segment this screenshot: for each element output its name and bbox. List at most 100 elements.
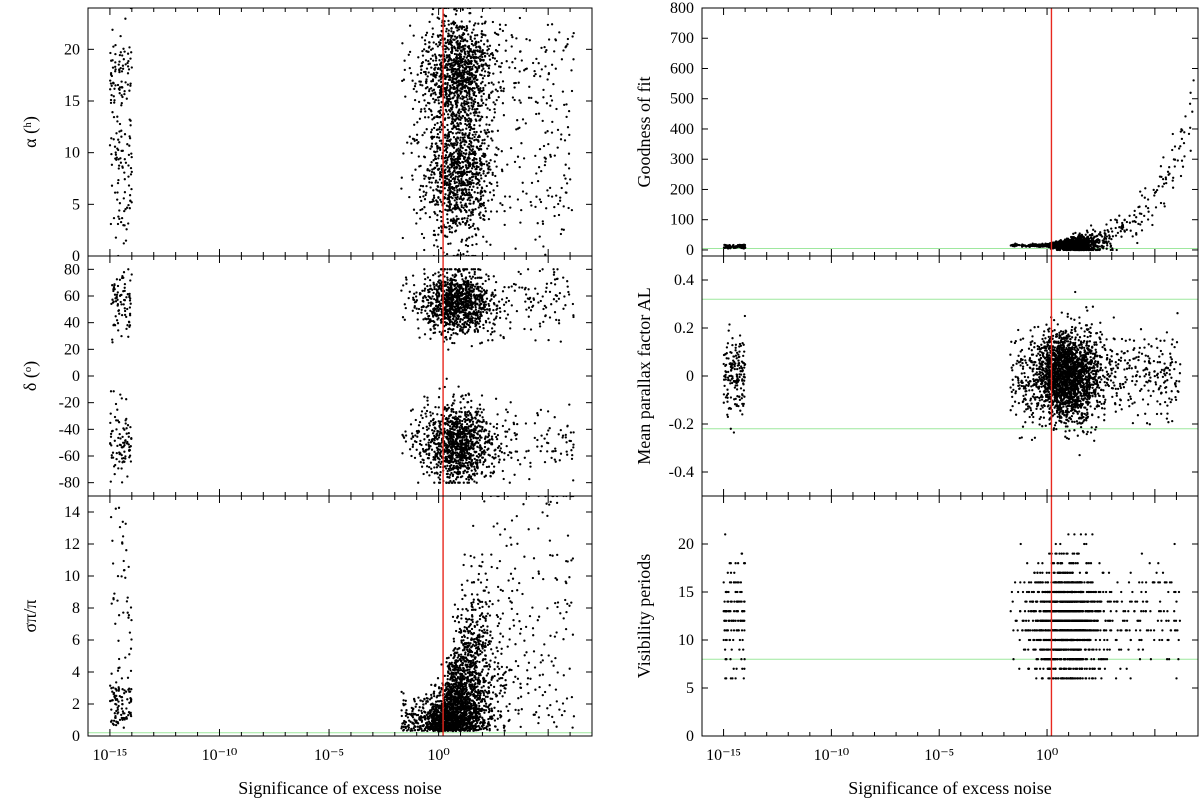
ra-point bbox=[470, 98, 473, 101]
ra-point bbox=[123, 158, 126, 161]
dec-point bbox=[421, 416, 424, 420]
ra-point bbox=[422, 94, 425, 97]
ra-point bbox=[459, 170, 463, 173]
dec-point bbox=[122, 290, 125, 293]
ra-point bbox=[430, 93, 433, 96]
ra-point bbox=[454, 193, 457, 197]
dec-point bbox=[490, 298, 493, 301]
ra-point bbox=[468, 93, 471, 96]
ra-point bbox=[448, 228, 451, 231]
dec-point bbox=[427, 441, 430, 444]
ra-point bbox=[470, 101, 473, 104]
ra-point bbox=[451, 73, 454, 76]
ra-point bbox=[492, 116, 496, 119]
dec-point bbox=[455, 476, 459, 479]
ra-point bbox=[447, 242, 450, 246]
dec-point bbox=[419, 454, 422, 458]
ra-point bbox=[456, 62, 459, 65]
ra-point bbox=[423, 107, 426, 110]
ra-point bbox=[118, 202, 122, 205]
ra-point bbox=[440, 139, 443, 142]
dec-point bbox=[436, 438, 439, 441]
ra-point bbox=[445, 56, 448, 59]
dec-point bbox=[546, 450, 549, 453]
ra-point bbox=[446, 235, 449, 238]
ra-point bbox=[456, 101, 459, 104]
dec-point bbox=[122, 303, 125, 306]
ra-point bbox=[432, 194, 436, 197]
dec-point bbox=[427, 301, 430, 305]
dec-point bbox=[462, 313, 465, 317]
ra-point bbox=[467, 51, 470, 54]
dec-point bbox=[461, 427, 464, 430]
dec-points bbox=[109, 268, 575, 484]
ra-point bbox=[424, 110, 427, 113]
ra-point bbox=[447, 32, 450, 35]
dec-point bbox=[433, 466, 436, 469]
ra-point bbox=[444, 108, 447, 112]
ra-point bbox=[491, 54, 495, 57]
dec-point bbox=[438, 458, 441, 461]
ra-point bbox=[117, 158, 120, 161]
ra-point bbox=[127, 175, 130, 178]
ra-point bbox=[546, 78, 549, 81]
dec-point bbox=[432, 291, 435, 295]
ra-point bbox=[465, 148, 468, 152]
dec-point bbox=[109, 432, 113, 436]
dec-point bbox=[115, 457, 118, 461]
dec-point bbox=[454, 453, 458, 457]
ra-point bbox=[565, 103, 568, 106]
ra-point bbox=[109, 79, 112, 82]
dec-point bbox=[481, 416, 484, 419]
ra-point bbox=[410, 151, 413, 155]
ra-point bbox=[462, 197, 465, 201]
dec-point bbox=[412, 298, 416, 302]
ra-point bbox=[120, 101, 123, 105]
ra-point bbox=[489, 210, 493, 213]
ra-point bbox=[456, 43, 459, 46]
dec-point bbox=[111, 338, 114, 341]
ra-point bbox=[550, 99, 554, 102]
dec-point bbox=[562, 307, 565, 310]
ra-point bbox=[422, 236, 426, 240]
ra-point bbox=[450, 70, 453, 74]
dec-point bbox=[485, 421, 488, 424]
dec-point bbox=[413, 292, 416, 295]
ra-point bbox=[420, 232, 424, 236]
dec-point bbox=[463, 325, 466, 328]
dec-point bbox=[462, 397, 465, 401]
ra-point bbox=[418, 188, 421, 191]
ra-point bbox=[478, 159, 482, 162]
ra-point bbox=[460, 238, 464, 241]
ra-point bbox=[119, 220, 123, 224]
ra-point bbox=[481, 55, 484, 59]
dec-point bbox=[545, 433, 549, 436]
dec-point bbox=[555, 318, 558, 322]
ra-point bbox=[413, 123, 416, 126]
dec-point bbox=[446, 281, 449, 284]
ra-point bbox=[449, 110, 452, 113]
dec-point bbox=[460, 410, 463, 414]
ra-point bbox=[551, 120, 554, 124]
dec-point bbox=[484, 291, 487, 294]
dec-point bbox=[469, 452, 472, 456]
ra-point bbox=[547, 194, 550, 197]
dec-point bbox=[570, 457, 574, 461]
ra-point bbox=[466, 217, 469, 220]
ra-point bbox=[129, 199, 132, 203]
ra-point bbox=[413, 85, 417, 88]
dec-point bbox=[432, 273, 435, 277]
dec-point bbox=[509, 321, 512, 324]
dec-point bbox=[471, 442, 474, 445]
ra-point bbox=[482, 194, 485, 197]
ra-point bbox=[480, 186, 484, 189]
ra-point bbox=[461, 217, 464, 221]
ra-point bbox=[464, 188, 467, 192]
ra-point bbox=[452, 155, 456, 158]
ra-point bbox=[429, 131, 433, 134]
dec-point bbox=[464, 268, 468, 271]
ra-point bbox=[472, 74, 476, 77]
ra-point bbox=[450, 231, 454, 234]
dec-point bbox=[525, 450, 528, 453]
ra-point bbox=[462, 252, 465, 256]
